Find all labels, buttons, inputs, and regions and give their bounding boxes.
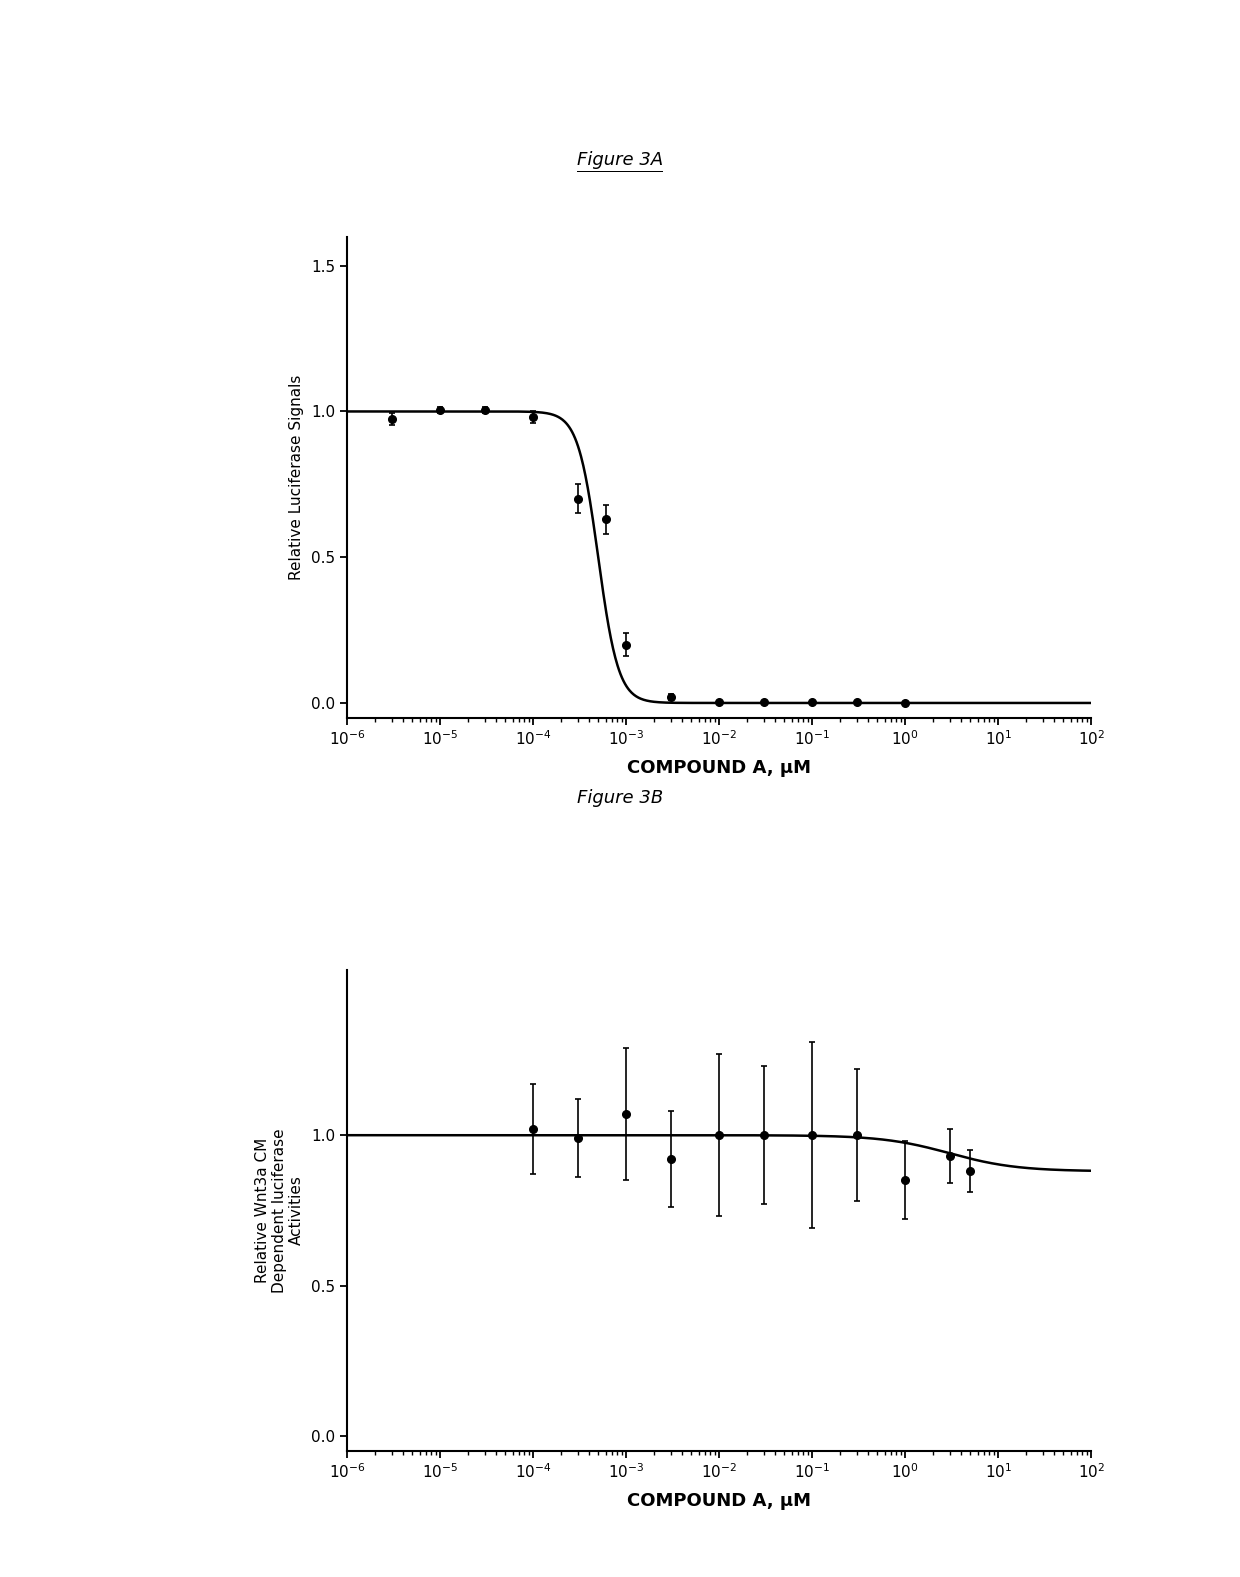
Y-axis label: Relative Wnt3a CM
Dependent luciferase
Activities: Relative Wnt3a CM Dependent luciferase A…: [254, 1128, 304, 1293]
Y-axis label: Relative Luciferase Signals: Relative Luciferase Signals: [289, 374, 304, 580]
X-axis label: COMPOUND A, μM: COMPOUND A, μM: [627, 759, 811, 777]
Text: Figure 3A: Figure 3A: [577, 151, 663, 169]
X-axis label: COMPOUND A, μM: COMPOUND A, μM: [627, 1492, 811, 1511]
Text: Figure 3B: Figure 3B: [577, 790, 663, 807]
